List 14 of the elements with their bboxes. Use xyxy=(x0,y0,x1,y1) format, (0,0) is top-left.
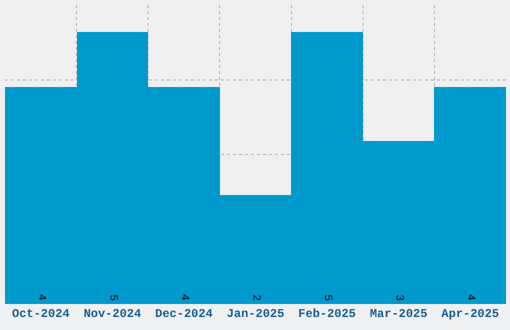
x-tick-label: Apr-2025 xyxy=(441,307,500,321)
x-tick-label: Mar-2025 xyxy=(370,307,428,321)
data-label: 2 xyxy=(250,294,262,301)
data-label: 4 xyxy=(35,294,47,301)
data-label: 4 xyxy=(464,294,476,301)
x-tick-label: Dec-2024 xyxy=(155,307,213,321)
x-tick-label: Jan-2025 xyxy=(226,307,284,321)
x-tick-label: Oct-2024 xyxy=(12,307,70,321)
x-tick-label: Nov-2024 xyxy=(84,307,142,321)
data-label: 5 xyxy=(321,294,333,301)
data-label: 3 xyxy=(392,294,404,301)
data-label: 5 xyxy=(106,294,118,301)
x-tick-label: Feb-2025 xyxy=(298,307,356,321)
data-label: 4 xyxy=(178,294,190,301)
